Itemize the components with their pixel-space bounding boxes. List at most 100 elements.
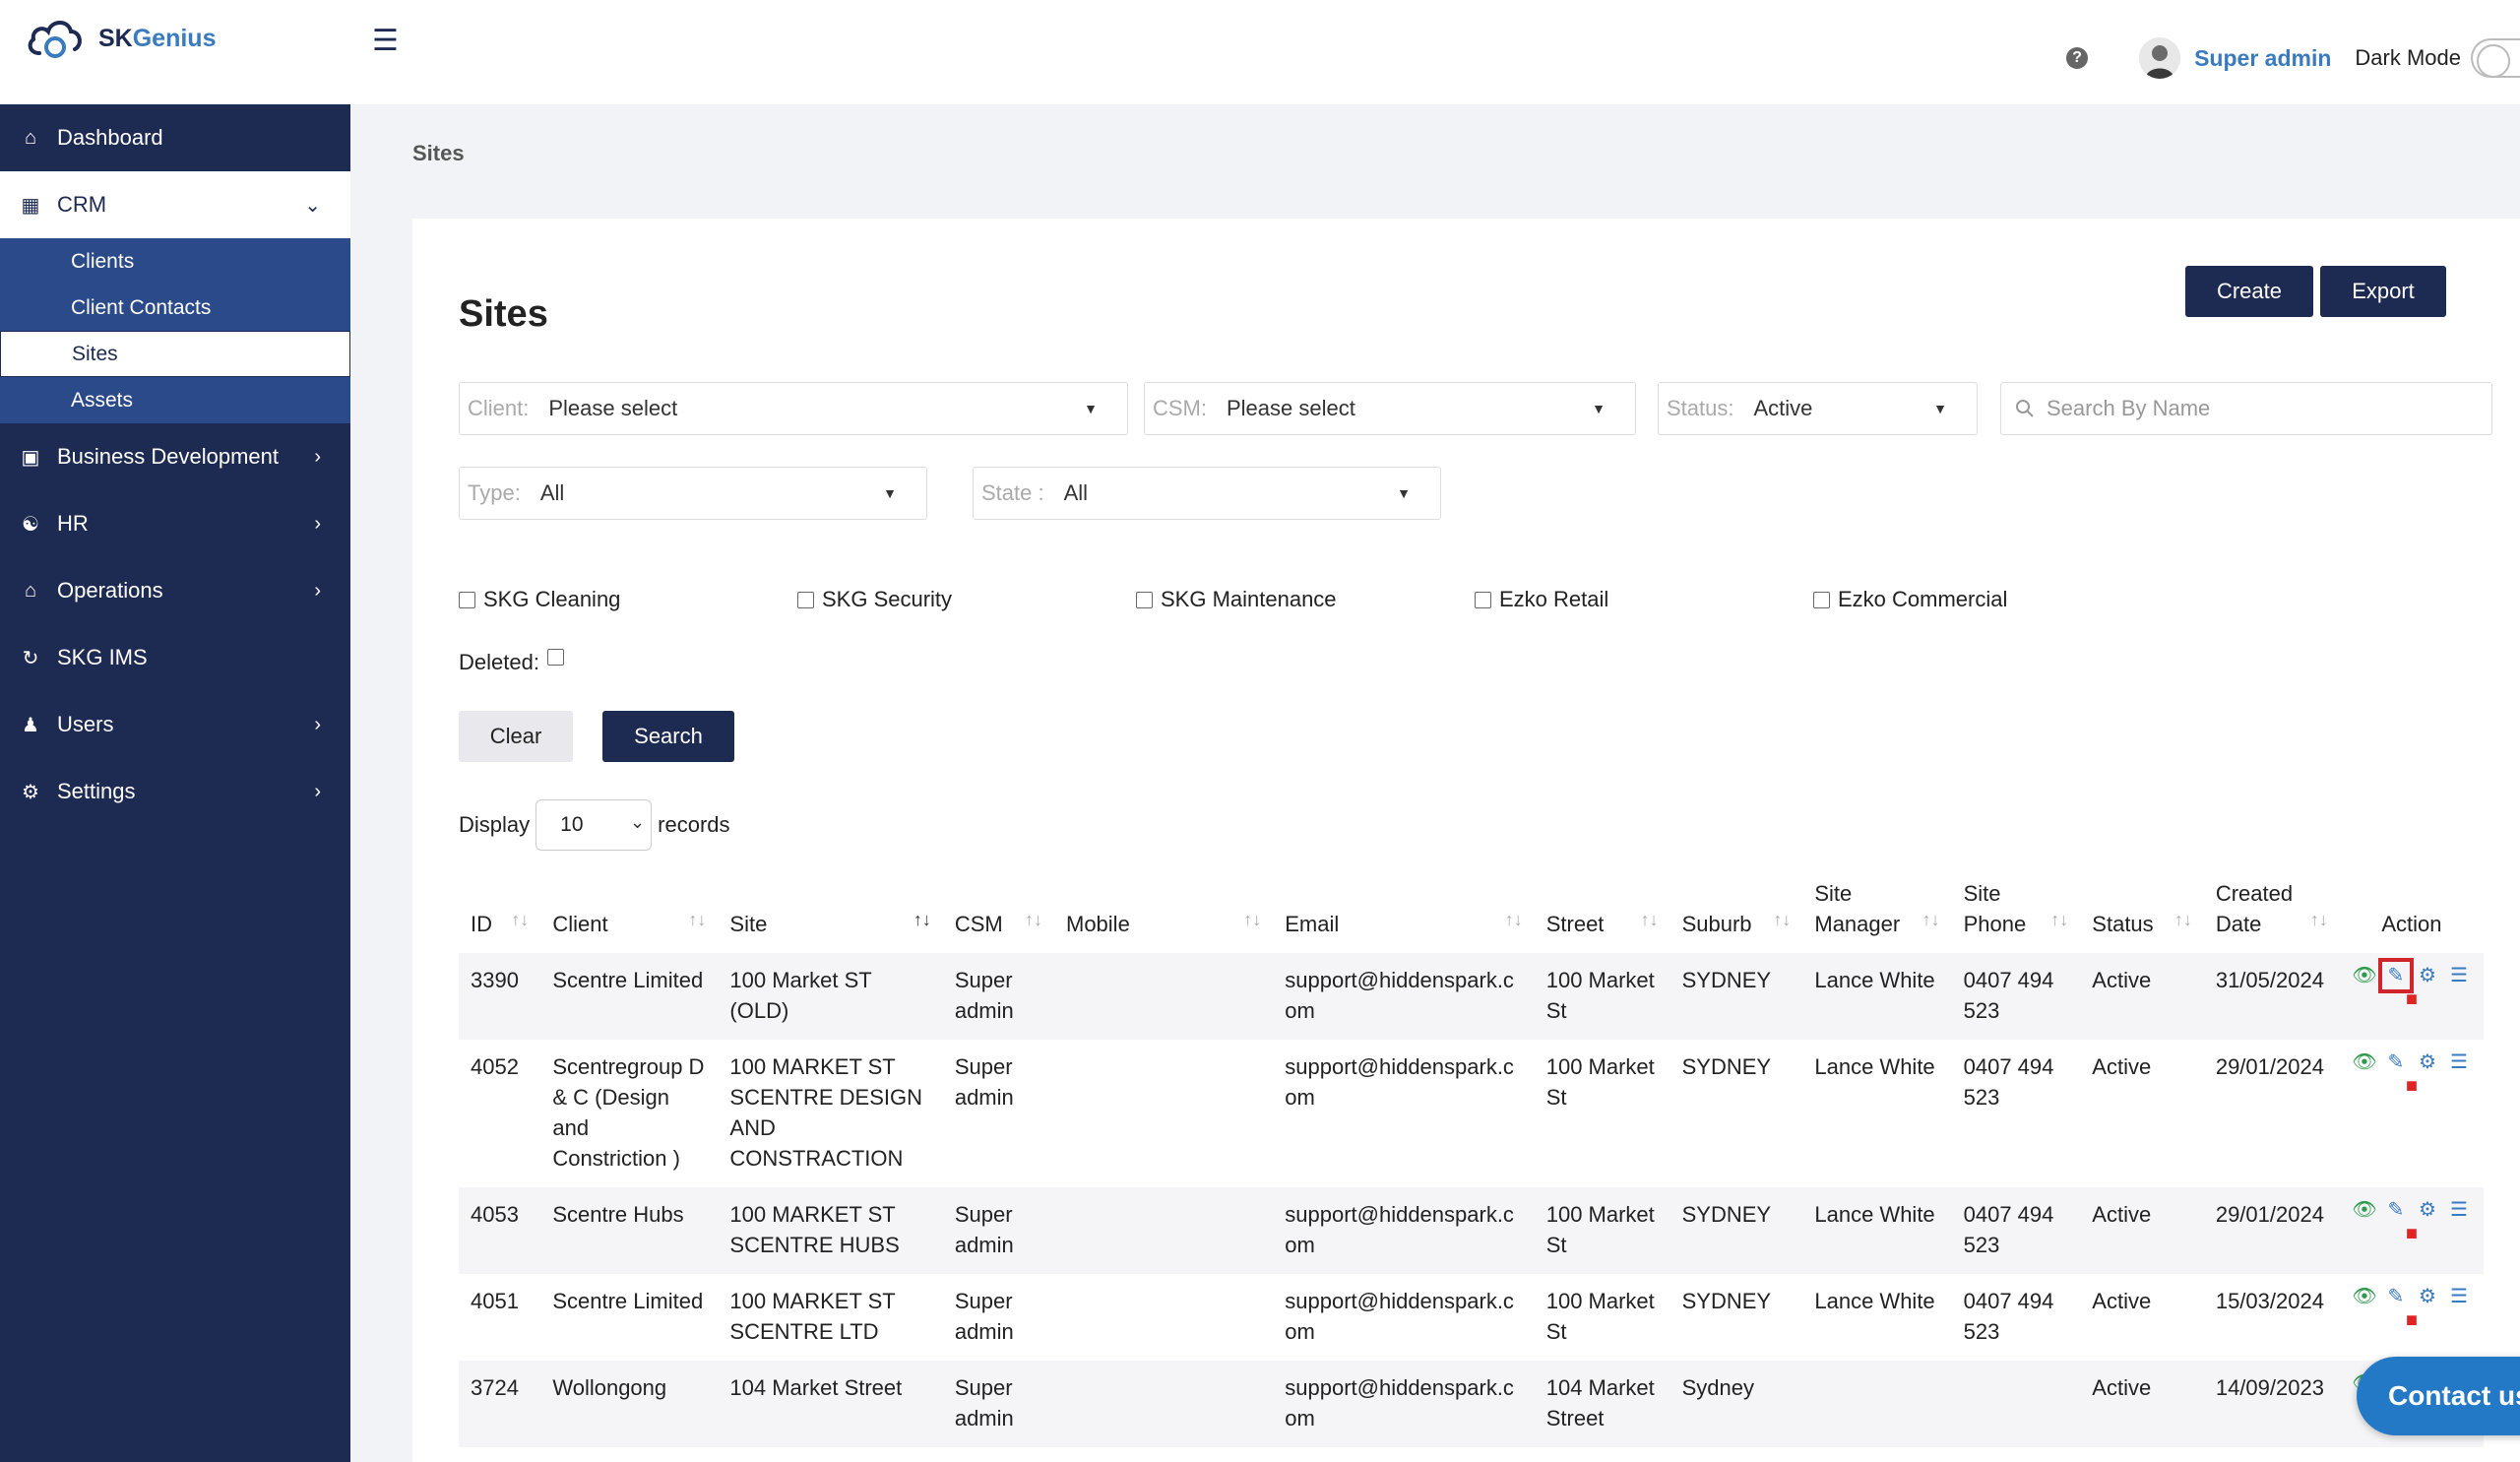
column-header-mobile[interactable]: Mobile ↑↓ — [1054, 878, 1273, 953]
page-size-select[interactable]: 10 ⌄ — [536, 799, 653, 851]
column-header-street[interactable]: Street ↑↓ — [1535, 878, 1670, 953]
cell-email: support@hiddenspark.com — [1285, 1054, 1514, 1110]
sort-icon[interactable]: ↑↓ — [2309, 910, 2328, 929]
view-eye-icon[interactable]: 👁︎ — [2352, 1285, 2377, 1307]
settings-gear-icon[interactable]: ⚙ — [2418, 1050, 2436, 1073]
cell-street: 100 Market St — [1545, 1289, 1655, 1344]
sort-icon[interactable]: ↑↓ — [2174, 910, 2192, 929]
edit-pencil-icon[interactable]: ✎ — [2387, 1285, 2405, 1307]
sort-icon[interactable]: ↑↓ — [511, 910, 530, 929]
chevron-right-icon: › — [314, 445, 321, 468]
sidebar-item-skg-ims[interactable]: ↻ SKG IMS — [0, 624, 350, 691]
column-header-site[interactable]: Site ↑↓ — [718, 878, 942, 953]
cell-email: support@hiddenspark.com — [1273, 1361, 1535, 1447]
checklist-icon[interactable]: ☰ — [2449, 1285, 2468, 1307]
skg-security-checkbox[interactable]: SKG Security — [797, 587, 1136, 612]
delete-trash-icon[interactable]: ■ — [2405, 1074, 2418, 1097]
search-button[interactable]: Search — [602, 711, 734, 762]
clear-button[interactable]: Clear — [459, 711, 573, 762]
skg-cleaning-checkbox[interactable]: SKG Cleaning — [459, 587, 797, 612]
view-eye-icon[interactable]: 👁︎ — [2352, 1050, 2377, 1073]
menu-toggle-icon[interactable]: ☰ — [372, 25, 399, 57]
sort-icon[interactable]: ↑↓ — [1025, 910, 1042, 929]
sidebar-item-clients[interactable]: Clients — [71, 249, 135, 273]
checklist-icon[interactable]: ☰ — [2449, 1050, 2468, 1073]
column-header-created-date[interactable]: Created Date ↑↓ — [2204, 878, 2340, 953]
checkbox[interactable] — [1475, 591, 1491, 608]
edit-pencil-icon[interactable]: ✎ — [2387, 1050, 2405, 1073]
cell-suburb: SYDNEY — [1670, 1187, 1803, 1274]
settings-gear-icon[interactable]: ⚙ — [2418, 1285, 2436, 1307]
csm-filter-label: CSM: — [1153, 396, 1207, 420]
sort-icon[interactable]: ↑↓ — [1640, 910, 1659, 929]
sidebar-item-client-contacts[interactable]: Client Contacts — [71, 295, 212, 319]
cell-client: Scentre Hubs — [540, 1187, 719, 1274]
column-header-status[interactable]: Status ↑↓ — [2080, 878, 2204, 953]
sidebar-item-assets[interactable]: Assets — [71, 388, 134, 412]
settings-gear-icon[interactable]: ⚙ — [2418, 964, 2436, 986]
checklist-icon[interactable]: ☰ — [2449, 964, 2468, 986]
chevron-right-icon: › — [314, 579, 321, 602]
sort-icon[interactable]: ↑↓ — [1243, 910, 1262, 929]
checkbox[interactable] — [1136, 591, 1153, 608]
contact-us-button[interactable]: Contact us — [2357, 1357, 2520, 1435]
sort-icon[interactable]: ↑↓ — [688, 910, 707, 929]
sidebar-item-business-development[interactable]: ▣ Business Development › — [0, 423, 350, 490]
cell-created: 29/01/2024 — [2215, 1054, 2324, 1079]
column-header-site-phone[interactable]: Site Phone ↑↓ — [1952, 878, 2081, 953]
type-filter[interactable]: Type: All ▼ — [459, 467, 927, 520]
checkbox[interactable] — [1813, 591, 1830, 608]
sidebar-item-crm[interactable]: ▦ CRM ⌄ — [0, 171, 350, 238]
sidebar-item-operations[interactable]: ⌂ Operations › — [0, 557, 350, 624]
column-header-client[interactable]: Client ↑↓ — [540, 878, 718, 953]
sidebar-item-hr[interactable]: ☯ HR › — [0, 490, 350, 557]
checkbox[interactable] — [459, 591, 475, 608]
csm-filter[interactable]: CSM: Please select ▼ — [1144, 382, 1636, 435]
sites-table: ID ↑↓ Client ↑↓ Site ↑↓ CSM ↑↓ Mobile ↑↓ Emai… — [459, 878, 2484, 1447]
column-header-id[interactable]: ID ↑↓ — [459, 878, 540, 953]
sort-asc-icon[interactable]: ↑↓ — [913, 910, 931, 929]
status-filter[interactable]: Status: Active ▼ — [1658, 382, 1978, 435]
user-name[interactable]: Super admin — [2194, 44, 2332, 71]
ezko-commercial-checkbox[interactable]: Ezko Commercial — [1813, 587, 2152, 612]
search-input[interactable]: Search By Name — [2000, 382, 2492, 435]
client-filter[interactable]: Client: Please select ▼ — [459, 382, 1128, 435]
sidebar-item-settings[interactable]: ⚙ Settings › — [0, 758, 350, 825]
logo-prefix: SK — [98, 24, 133, 52]
sort-icon[interactable]: ↑↓ — [1504, 910, 1523, 929]
sidebar-item-users[interactable]: ♟ Users › — [0, 691, 350, 758]
export-button[interactable]: Export — [2320, 266, 2446, 317]
delete-trash-icon[interactable]: ■ — [2405, 1222, 2418, 1244]
sidebar-item-label: CRM — [57, 192, 107, 217]
delete-trash-icon[interactable]: ■ — [2405, 987, 2418, 1010]
create-button[interactable]: Create — [2185, 266, 2313, 317]
settings-gear-icon[interactable]: ⚙ — [2418, 1198, 2436, 1221]
ezko-retail-checkbox[interactable]: Ezko Retail — [1475, 587, 1813, 612]
table-row: 3724 Wollongong 104 Market Street Super adm… — [459, 1361, 2484, 1447]
edit-pencil-icon[interactable]: ✎ — [2377, 958, 2414, 993]
sidebar-item-dashboard[interactable]: ⌂ Dashboard — [0, 104, 350, 171]
column-header-email[interactable]: Email ↑↓ — [1273, 878, 1534, 953]
sort-icon[interactable]: ↑↓ — [2050, 910, 2069, 929]
dark-mode-toggle[interactable] — [2471, 38, 2520, 78]
column-header-suburb[interactable]: Suburb ↑↓ — [1670, 878, 1803, 953]
checkbox-label: Ezko Retail — [1499, 587, 1609, 611]
sort-icon[interactable]: ↑↓ — [1922, 910, 1940, 929]
edit-pencil-icon[interactable]: ✎ — [2387, 1198, 2405, 1221]
delete-trash-icon[interactable]: ■ — [2405, 1308, 2418, 1331]
view-eye-icon[interactable]: 👁︎ — [2352, 964, 2377, 986]
column-header-site-manager[interactable]: Site Manager ↑↓ — [1802, 878, 1951, 953]
avatar[interactable] — [2139, 37, 2181, 79]
checkbox[interactable] — [797, 591, 814, 608]
column-header-csm[interactable]: CSM ↑↓ — [943, 878, 1054, 953]
deleted-checkbox[interactable] — [546, 648, 564, 666]
skg-maintenance-checkbox[interactable]: SKG Maintenance — [1136, 587, 1475, 612]
question-circle-icon[interactable]: ? — [2066, 47, 2089, 69]
view-eye-icon[interactable]: 👁︎ — [2352, 1198, 2377, 1221]
cell-client: Scentregroup D & C (Design and Constrict… — [552, 1054, 705, 1171]
app-logo[interactable]: SKGenius — [24, 14, 216, 63]
sidebar-item-sites[interactable]: Sites — [0, 331, 350, 377]
sort-icon[interactable]: ↑↓ — [1773, 910, 1792, 929]
checklist-icon[interactable]: ☰ — [2449, 1198, 2468, 1221]
state-filter[interactable]: State : All ▼ — [973, 467, 1441, 520]
